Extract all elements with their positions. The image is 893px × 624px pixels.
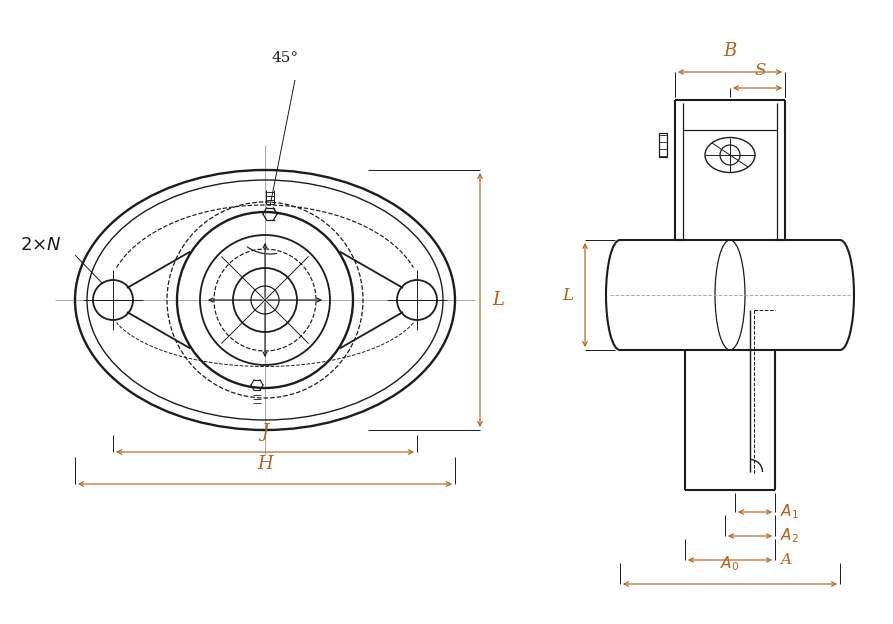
Text: A: A [780, 553, 791, 567]
Text: L: L [562, 286, 573, 303]
Text: S: S [755, 62, 765, 79]
Text: H: H [257, 455, 273, 473]
Text: B: B [723, 42, 737, 60]
Text: $A_0$: $A_0$ [721, 554, 739, 573]
Text: $2{\times}N$: $2{\times}N$ [20, 236, 62, 254]
Text: $A_1$: $A_1$ [780, 503, 799, 521]
Text: 45°: 45° [271, 51, 298, 65]
Text: J: J [262, 423, 269, 441]
Text: L: L [492, 291, 504, 309]
Bar [659, 133, 667, 157]
Text: $A_2$: $A_2$ [780, 527, 799, 545]
